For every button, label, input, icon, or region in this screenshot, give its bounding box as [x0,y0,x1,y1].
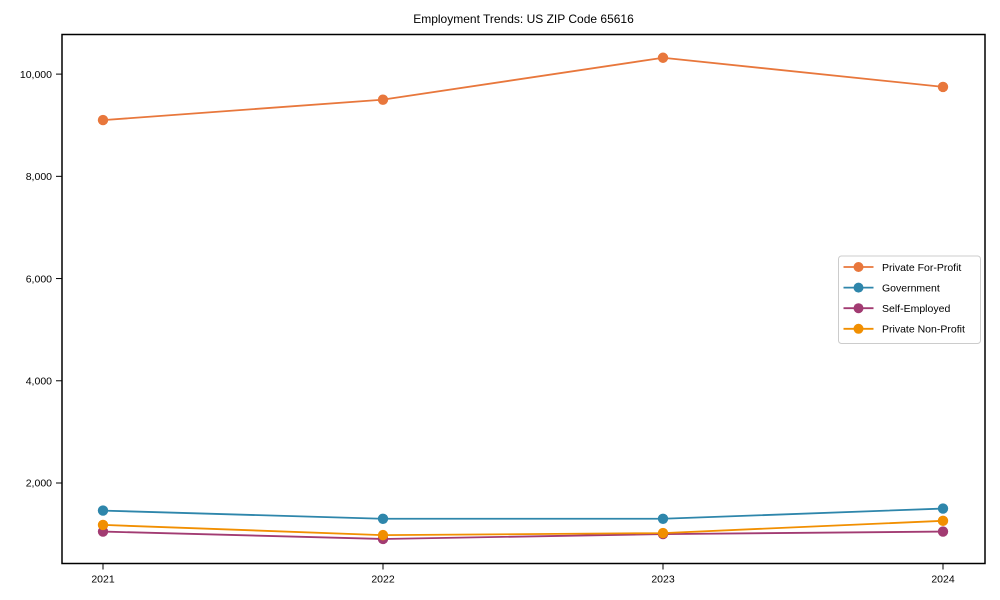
plot-layer: 2,000 4,000 6,000 8,000 10,000 2021 2022 2023 20… [20,33,986,586]
plot-frame [61,33,986,565]
y-tick-label: 2,000 [26,478,52,490]
data-point [657,52,669,63]
data-point [97,505,109,516]
x-tick-label: 2022 [371,574,395,586]
data-point [97,519,109,531]
legend-label: Self-Employed [882,303,950,315]
data-point [97,114,109,126]
y-tick-label: 4,000 [26,375,52,387]
legend: Private For-Profit Government Self-Employe… [838,255,981,344]
data-point [377,513,389,524]
data-point [937,81,949,93]
y-tick-label: 8,000 [26,171,52,183]
data-point [937,515,949,527]
data-point [657,513,669,524]
legend-swatch-marker [853,323,864,334]
data-point [377,94,389,105]
legend-swatch-marker [853,282,864,293]
y-tick-label: 10,000 [20,69,52,81]
legend-label: Government [882,282,940,294]
x-tick-label: 2023 [651,574,675,586]
legend-box [838,255,981,344]
chart-title: Employment Trends: US ZIP Code 65616 [413,12,634,26]
series-line [102,519,944,537]
legend-swatch-marker [853,303,864,314]
series-line [102,530,944,540]
y-tick-label: 6,000 [26,273,52,285]
x-tick-label: 2021 [91,574,115,586]
series-line [102,507,944,520]
series-line [102,56,944,122]
data-point [937,503,949,514]
legend-label: Private For-Profit [882,262,961,274]
data-point [657,527,669,539]
data-point [937,526,949,537]
legend-label: Private Non-Profit [882,324,965,336]
data-point [377,529,389,541]
legend-swatch-marker [853,262,864,272]
x-tick-label: 2024 [931,574,955,586]
